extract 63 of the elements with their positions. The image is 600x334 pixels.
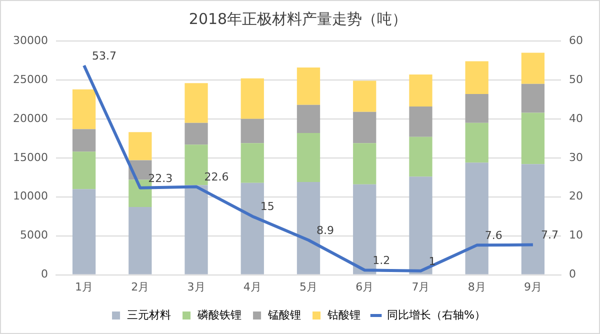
- legend-label: 三元材料: [127, 308, 172, 322]
- bar: [128, 132, 152, 160]
- x-tick-label: 9月: [524, 280, 542, 294]
- bar: [240, 118, 264, 144]
- y2-tick-label: 20: [569, 190, 584, 203]
- y2-tick-label: 60: [569, 34, 584, 47]
- x-tick-label: 1月: [75, 280, 94, 294]
- y2-tick-label: 40: [569, 112, 584, 125]
- bar: [240, 143, 264, 183]
- bar: [409, 106, 432, 137]
- data-label: 15: [260, 200, 274, 214]
- data-label: 8.9: [316, 224, 334, 237]
- bar: [184, 83, 208, 123]
- y2-tick-label: 30: [569, 150, 584, 164]
- bar: [296, 68, 320, 105]
- x-tick-label: 5月: [300, 280, 318, 294]
- bar: [409, 74, 432, 106]
- legend-label: 锰酸锂: [267, 308, 302, 322]
- y2-tick-label: 50: [569, 72, 584, 86]
- bar: [184, 185, 208, 274]
- bar: [465, 61, 488, 94]
- bar: [72, 189, 96, 274]
- y-tick-label: 15000: [12, 150, 48, 164]
- bar: [128, 207, 152, 274]
- bar: [409, 136, 432, 177]
- bar: [353, 143, 376, 184]
- y-tick-label: 5000: [20, 228, 48, 242]
- bar: [72, 129, 96, 152]
- bar: [72, 89, 96, 130]
- y2-tick-label: 0: [569, 268, 576, 281]
- bar: [521, 84, 545, 113]
- bar: [296, 104, 320, 133]
- x-tick-label: 4月: [243, 280, 262, 294]
- bar: [72, 152, 96, 190]
- y2-tick-label: 10: [569, 228, 584, 242]
- data-label: 7.7: [540, 228, 558, 242]
- y-tick-label: 0: [40, 268, 48, 281]
- x-tick-label: 6月: [356, 280, 374, 294]
- bar: [521, 112, 545, 164]
- legend-label: 磷酸铁锂: [196, 308, 242, 322]
- bar: [184, 122, 208, 145]
- bar: [465, 122, 488, 163]
- bar: [240, 78, 264, 119]
- x-tick-label: 7月: [412, 280, 430, 294]
- y-tick-label: 30000: [12, 34, 48, 47]
- x-tick-label: 8月: [468, 280, 486, 294]
- x-tick-label: 2月: [131, 280, 150, 294]
- legend-label: 同比增长（右轴%）: [387, 308, 486, 322]
- bar: [296, 132, 320, 182]
- data-label: 1.2: [372, 254, 390, 267]
- data-label: 53.7: [92, 49, 117, 62]
- data-label: 22.3: [148, 172, 173, 185]
- bar: [353, 112, 376, 144]
- x-tick-label: 3月: [187, 280, 206, 294]
- chart-title: 2018年正极材料产量走势（吨）: [188, 10, 408, 28]
- data-label: 7.6: [484, 229, 502, 242]
- y-tick-label: 25000: [12, 72, 48, 86]
- y-tick-label: 10000: [12, 190, 48, 203]
- legend-label: 钴酸锂: [326, 308, 361, 322]
- y-tick-label: 20000: [12, 112, 48, 125]
- bar: [521, 52, 545, 84]
- bar: [465, 94, 488, 123]
- bar: [353, 80, 376, 112]
